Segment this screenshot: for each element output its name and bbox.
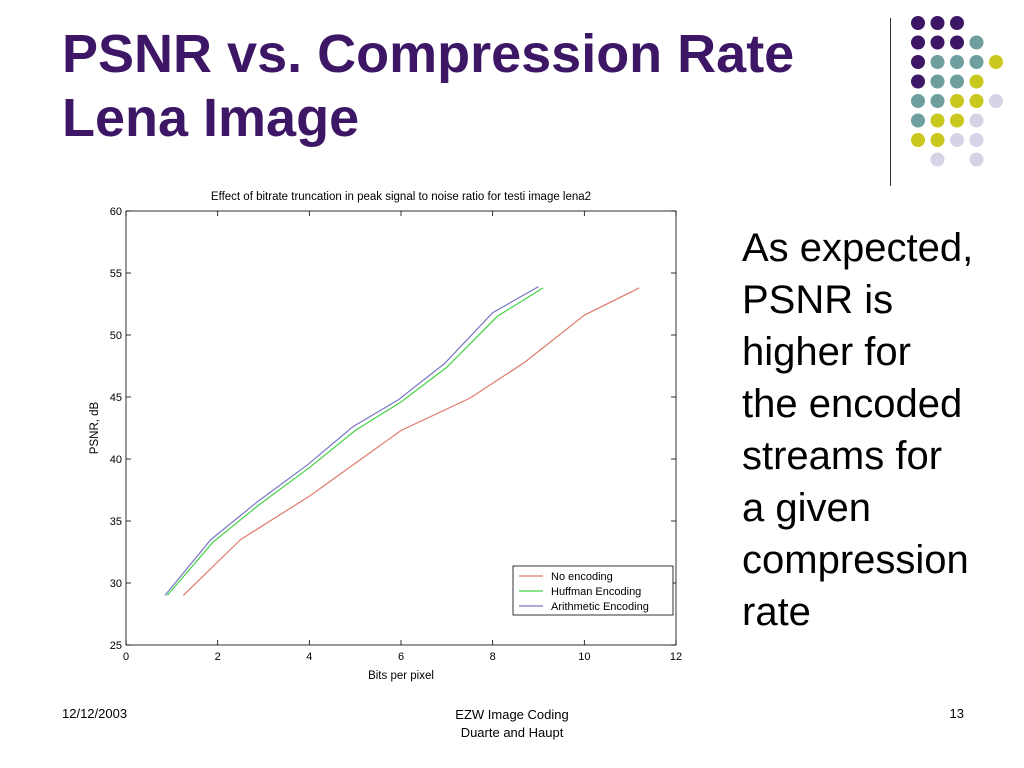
decorative-dot [950,113,964,128]
decorative-dot [930,152,945,167]
footer-center: EZW Image Coding Duarte and Haupt [412,706,612,742]
body-line: compression [742,538,969,582]
decorative-dot [969,152,984,167]
legend-label: No encoding [551,571,613,583]
x-axis-label: Bits per pixel [368,670,434,682]
x-tick-label: 0 [123,651,129,663]
body-line: a given [742,486,871,530]
decorative-dot [911,133,925,147]
y-tick-label: 60 [110,206,122,218]
y-tick-label: 40 [110,454,122,466]
decorative-dot [950,74,964,89]
x-tick-label: 8 [490,651,496,663]
x-tick-label: 2 [215,651,221,663]
slide-title: PSNR vs. Compression Rate Lena Image [62,22,862,150]
decorative-dot [911,35,925,50]
decorative-dot [911,74,925,89]
decorative-dot [969,94,984,108]
x-tick-label: 4 [306,651,312,663]
legend-label: Huffman Encoding [551,586,641,598]
chart-legend: No encoding Huffman Encoding Arithmetic En… [512,565,674,616]
decorative-dot-grid [911,16,1003,167]
x-tick-label: 10 [578,651,590,663]
decorative-dot [930,94,945,108]
body-line: rate [742,590,811,634]
decorative-dot [911,113,925,128]
decorative-dot [930,113,945,128]
decorative-dot [950,133,964,147]
footer-date: 12/12/2003 [62,706,128,721]
series-line [182,287,640,596]
footer-center-line-1: EZW Image Coding [455,707,569,722]
decorative-dot [950,16,964,30]
chart-title: Effect of bitrate truncation in peak sig… [211,191,591,203]
decorative-dot [911,94,925,108]
y-tick-label: 25 [110,640,122,652]
x-tick-label: 12 [670,651,682,663]
body-line: higher for [742,330,911,374]
legend-label: Arithmetic Encoding [551,601,649,613]
decorative-dot [911,55,925,69]
body-line: PSNR is [742,278,894,322]
y-tick-label: 35 [110,516,122,528]
series-line [166,287,544,596]
slide-title-line-1: PSNR vs. Compression Rate [62,24,795,84]
decorative-dot [969,113,984,128]
y-tick-label: 55 [110,268,122,280]
decorative-dot [930,35,945,50]
decorative-dot [969,55,984,69]
decorative-dot [969,74,984,89]
decorative-divider [890,18,891,186]
decorative-dot [930,55,945,69]
y-axis-label: PSNR, dB [89,401,101,454]
decorative-dot [950,55,964,69]
body-line: streams for [742,434,943,478]
decorative-dot [930,16,945,30]
body-text: As expected, PSNR is higher for the enco… [742,222,1012,638]
decorative-dot [911,16,925,30]
page-number: 13 [949,706,964,721]
decorative-dot [930,133,945,147]
series-line [164,286,539,596]
body-line: the encoded [742,382,963,426]
slide-title-line-2: Lena Image [62,88,360,148]
decorative-dot [950,35,964,50]
decorative-dot [969,35,984,50]
x-tick-label: 6 [398,651,404,663]
footer-center-line-2: Duarte and Haupt [460,725,564,740]
decorative-dot [969,133,984,147]
decorative-dot [930,74,945,89]
y-tick-label: 30 [110,578,122,590]
y-tick-label: 45 [110,392,122,404]
decorative-dot [989,55,1003,69]
decorative-dot [989,94,1003,108]
decorative-dot [950,94,964,108]
psnr-chart: Effect of bitrate truncation in peak sig… [89,191,682,682]
body-line: As expected, [742,226,974,270]
y-tick-label: 50 [110,330,122,342]
